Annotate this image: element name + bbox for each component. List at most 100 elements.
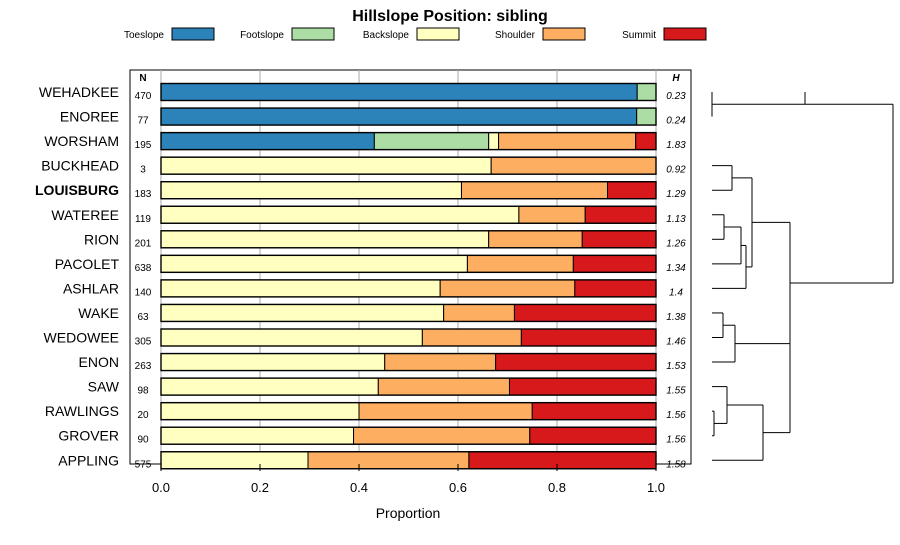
h-label-louisburg: 1.29: [666, 189, 686, 200]
series-label-worsham: WORSHAM: [44, 133, 119, 149]
bar-worsham-summit: [635, 132, 657, 151]
bar-outline-wehadkee: [160, 82, 657, 102]
n-label-rion: 201: [135, 238, 152, 249]
h-label-saw: 1.55: [666, 386, 686, 397]
bar-wateree-shoulder: [518, 205, 586, 224]
bar-wateree-summit: [584, 205, 657, 224]
h-label-wake: 1.38: [666, 312, 686, 323]
bar-pacolet-backslope: [160, 254, 468, 273]
h-header: H: [672, 73, 680, 84]
x-tick-label-0-8: 0.8: [548, 480, 566, 495]
bar-outline-grover: [160, 426, 657, 445]
series-label-wake: WAKE: [78, 305, 119, 321]
legend-swatch-summit: [663, 27, 707, 41]
bar-wake-backslope: [160, 303, 445, 322]
bar-worsham-shoulder: [498, 132, 637, 151]
series-label-wateree: WATEREE: [51, 207, 119, 223]
bar-outline-appling: [160, 451, 657, 470]
legend-swatch-shoulder: [542, 27, 586, 41]
bar-outline-buckhead: [160, 156, 657, 175]
bar-outline-ashlar: [160, 279, 657, 298]
bar-outline-pacolet: [160, 254, 657, 274]
bar-appling-summit: [468, 451, 657, 470]
bar-pacolet-shoulder: [466, 254, 574, 273]
bar-buckhead-backslope: [160, 156, 492, 175]
bar-enoree-toeslope: [160, 107, 638, 126]
bar-enon-shoulder: [384, 353, 497, 372]
series-label-buckhead: BUCKHEAD: [41, 158, 119, 174]
n-label-rawlings: 20: [137, 410, 149, 421]
n-label-buckhead: 3: [140, 165, 146, 176]
h-label-enoree: 0.24: [666, 116, 686, 127]
legend-label-backslope: Backslope: [363, 30, 410, 41]
x-axis-label: Proportion: [376, 505, 441, 521]
x-tick-label-0-2: 0.2: [251, 480, 269, 495]
n-label-appling: 575: [135, 459, 152, 470]
h-label-rion: 1.26: [666, 238, 686, 249]
series-label-pacolet: PACOLET: [55, 256, 120, 272]
n-label-saw: 98: [137, 386, 149, 397]
bar-appling-shoulder: [307, 451, 470, 470]
bar-rion-shoulder: [488, 230, 583, 249]
bar-rawlings-summit: [531, 402, 657, 421]
h-label-wedowee: 1.46: [666, 337, 686, 348]
bar-louisburg-summit: [606, 181, 657, 200]
bar-outline-saw: [160, 377, 657, 396]
legend-swatch-footslope: [291, 27, 335, 41]
h-label-appling: 1.58: [666, 459, 686, 470]
series-label-enoree: ENOREE: [60, 109, 119, 125]
bar-outline-wake: [160, 303, 657, 323]
bar-buckhead-shoulder: [490, 156, 657, 175]
legend-label-footslope: Footslope: [240, 30, 284, 41]
series-label-grover: GROVER: [58, 428, 119, 444]
h-label-enon: 1.53: [666, 361, 686, 372]
bar-saw-shoulder: [377, 377, 510, 396]
bar-ashlar-backslope: [160, 279, 441, 298]
bar-outline-rion: [160, 230, 657, 249]
h-label-rawlings: 1.56: [666, 410, 686, 421]
bar-louisburg-backslope: [160, 181, 462, 200]
bar-appling-backslope: [160, 451, 309, 470]
bar-enoree-footslope: [636, 107, 657, 126]
h-label-buckhead: 0.92: [666, 165, 686, 176]
x-axis: 0.0 0.2 0.4 0.6 0.8 1.0: [152, 464, 665, 495]
bar-enon-summit: [495, 353, 657, 372]
bar-rawlings-shoulder: [358, 402, 533, 421]
bar-rion-summit: [581, 230, 657, 249]
series-label-appling: APPLING: [58, 452, 119, 468]
bar-louisburg-shoulder: [460, 181, 608, 200]
h-label-wateree: 1.13: [666, 214, 686, 225]
bar-wedowee-shoulder: [421, 328, 522, 347]
n-label-wake: 63: [137, 312, 149, 323]
bar-wedowee-summit: [520, 328, 657, 347]
series-label-wehadkee: WEHADKEE: [39, 84, 119, 100]
h-label-worsham: 1.83: [666, 140, 686, 151]
legend-label-toeslope: Toeslope: [124, 30, 164, 41]
n-label-pacolet: 638: [135, 263, 152, 274]
legend-swatch-backslope: [416, 27, 460, 41]
n-label-grover: 90: [137, 435, 149, 446]
bar-grover-backslope: [160, 426, 355, 445]
bar-saw-summit: [508, 377, 657, 396]
series-label-wedowee: WEDOWEE: [44, 330, 119, 346]
series-label-rion: RION: [84, 231, 119, 247]
legend-swatch-toeslope: [171, 27, 215, 41]
series-label-rawlings: RAWLINGS: [45, 403, 119, 419]
bar-grover-summit: [529, 426, 657, 445]
x-tick-label-0-0: 0.0: [152, 480, 170, 495]
n-label-worsham: 195: [135, 140, 152, 151]
series-label-louisburg: LOUISBURG: [35, 182, 119, 198]
bar-saw-backslope: [160, 377, 379, 396]
bar-rawlings-backslope: [160, 402, 360, 421]
h-label-pacolet: 1.34: [666, 263, 686, 274]
bar-wedowee-backslope: [160, 328, 423, 347]
h-label-ashlar: 1.4: [669, 287, 683, 298]
bar-wake-shoulder: [443, 303, 515, 322]
bar-pacolet-summit: [572, 254, 657, 273]
series-label-ashlar: ASHLAR: [63, 280, 119, 296]
n-label-wedowee: 305: [135, 337, 152, 348]
bar-outline-worsham: [160, 131, 657, 151]
x-tick-label-1-0: 1.0: [647, 480, 665, 495]
bar-worsham-footslope: [373, 132, 490, 151]
bar-wateree-backslope: [160, 205, 520, 224]
